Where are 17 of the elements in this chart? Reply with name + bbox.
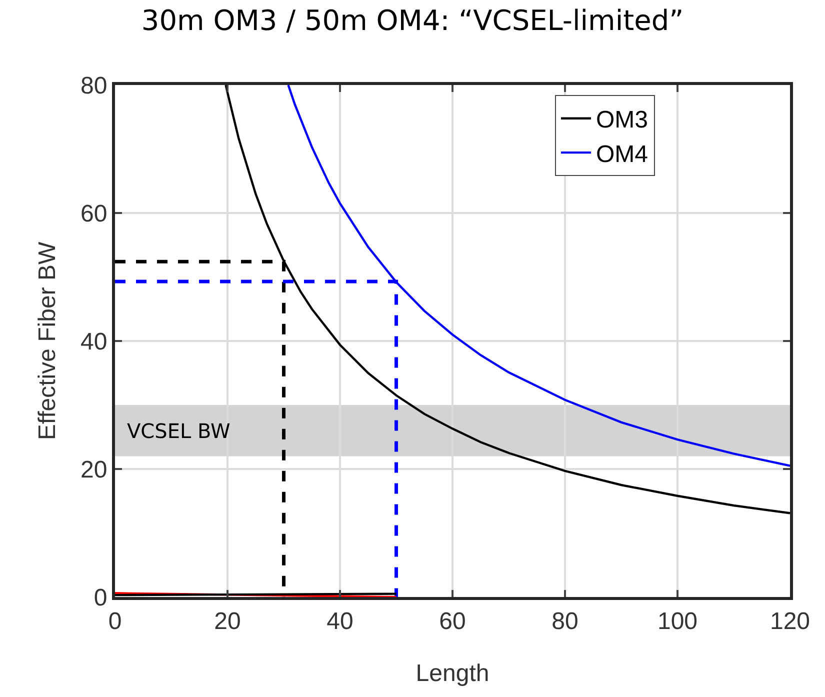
x-tick-label: 60 [439, 608, 466, 635]
x-tick-label: 120 [770, 608, 810, 635]
legend-label: OM3 [596, 106, 648, 134]
y-tick-label: 60 [80, 200, 108, 228]
x-tick-label: 100 [657, 608, 698, 635]
x-tick-label: 40 [326, 608, 354, 635]
x-axis-title: Length [416, 660, 490, 687]
y-axis-title: Effective Fiber BW [34, 242, 61, 440]
chart-title: 30m OM3 / 50m OM4: “VCSEL-limited” [141, 4, 684, 38]
y-tick-label: 0 [94, 584, 108, 612]
y-tick-label: 20 [80, 456, 108, 484]
y-tick-label: 40 [80, 328, 108, 356]
x-tick-label: 80 [552, 608, 578, 635]
y-tick-label: 80 [80, 72, 108, 100]
legend-label: OM4 [596, 140, 648, 168]
x-tick-label: 20 [214, 608, 241, 635]
band-label: VCSEL BW [127, 419, 230, 443]
